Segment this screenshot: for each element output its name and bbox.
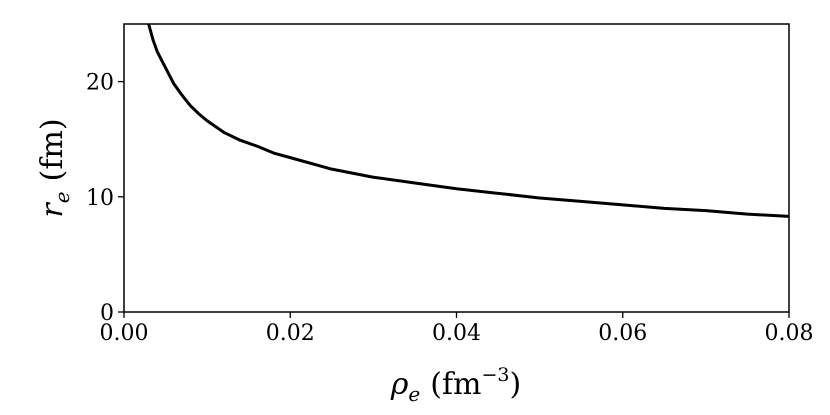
x-axis-ticks: 0.00 0.02 0.04 0.06 0.08	[100, 312, 814, 346]
y-tick-label: 20	[86, 71, 114, 96]
y-tick-label: 0	[100, 301, 114, 326]
x-axis-label: ρe (fm−3)	[390, 364, 521, 406]
series-line-0	[147, 24, 789, 218]
x-tick-label: 0.08	[765, 321, 814, 346]
x-axis-symbol: ρ	[390, 367, 409, 402]
x-tick-label: 0.04	[432, 321, 481, 346]
plot-frame	[123, 23, 790, 313]
x-tick-label: 0.00	[100, 321, 149, 346]
x-axis-unit-close: )	[510, 367, 522, 402]
y-axis-unit: (fm)	[35, 118, 70, 181]
y-axis-label: re (fm)	[35, 118, 74, 217]
y-axis-ticks: 0 10 20	[86, 71, 124, 326]
x-tick-label: 0.02	[266, 321, 315, 346]
y-tick-label: 10	[86, 186, 114, 211]
y-axis-subscript: e	[50, 191, 74, 203]
y-axis-symbol: r	[35, 202, 70, 218]
x-tick-label: 0.06	[598, 321, 647, 346]
x-axis-unit-power: −3	[482, 364, 510, 386]
x-axis-unit-open: (fm	[430, 367, 481, 402]
x-axis-subscript: e	[408, 382, 420, 406]
series-layer	[147, 24, 789, 218]
